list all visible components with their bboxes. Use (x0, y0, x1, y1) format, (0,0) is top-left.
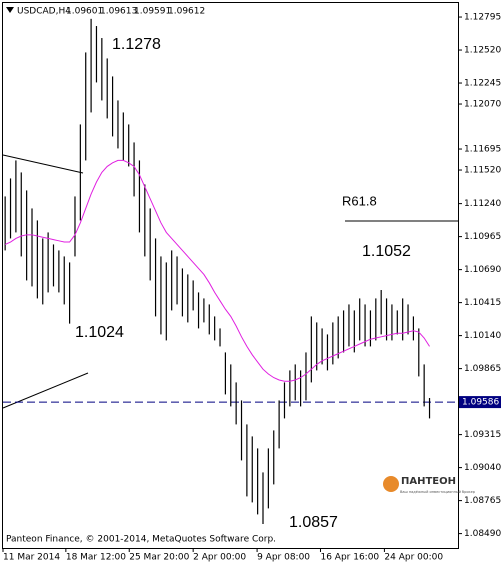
logo-icon (383, 476, 399, 492)
y-tick-label: 1.12520 (464, 46, 501, 56)
trend-line (2, 154, 84, 174)
x-tick-label: 25 Mar 20:00 (129, 553, 189, 563)
y-tick-label: 1.10690 (464, 265, 501, 275)
y-tick-label: 1.10140 (464, 331, 501, 341)
x-tick-label: 24 Apr 00:00 (384, 553, 443, 563)
x-tick-label: 9 Apr 08:00 (257, 553, 310, 563)
y-tick-label: 1.11520 (464, 166, 501, 176)
logo-tagline: Ваш надёжный инвестиционный брокер (400, 490, 476, 494)
x-tick-label: 2 Apr 00:00 (193, 553, 246, 563)
x-tick-label: 18 Mar 12:00 (66, 553, 126, 563)
plot-frame (2, 2, 459, 549)
annotation: 1.0857 (289, 514, 338, 531)
y-tick-label: 1.09040 (464, 463, 501, 473)
y-tick-label: 1.12795 (464, 13, 501, 23)
footer: Panteon Finance, © 2001-2014, MetaQuotes… (6, 535, 276, 545)
header-price: 1.09601 (66, 7, 103, 17)
level-label: R61.8 (342, 193, 377, 208)
y-tick-label: 1.09865 (464, 364, 501, 374)
price-box (459, 396, 501, 409)
x-tick-label: 11 Mar 2014 (3, 553, 60, 563)
y-tick-label: 1.10965 (464, 232, 501, 242)
header-price: 1.09613 (100, 7, 137, 17)
y-tick-label: 1.08490 (464, 529, 501, 539)
y-tick-label: 1.11240 (464, 199, 501, 209)
price-label: 1.09586 (462, 398, 499, 408)
y-tick-label: 1.12070 (464, 100, 501, 110)
annotation: 1.1052 (362, 243, 411, 260)
y-tick-label: 1.10415 (464, 298, 501, 308)
y-tick-label: 1.09315 (464, 430, 501, 440)
moving-average (4, 159, 430, 382)
menu-arrow (6, 7, 14, 13)
annotation: 1.1024 (75, 324, 124, 341)
header-price: 1.09612 (168, 7, 205, 17)
logo-name: ПАНТЕОН (401, 476, 456, 487)
header-price: 1.09591 (134, 7, 171, 17)
x-tick-label: 16 Apr 16:00 (320, 553, 379, 563)
y-tick-label: 1.08765 (464, 496, 501, 506)
symbol: USDCAD,H4 (17, 7, 71, 17)
annotation: 1.1278 (112, 36, 161, 53)
y-tick-label: 1.11695 (464, 145, 501, 155)
y-tick-label: 1.12245 (464, 79, 501, 89)
logo: ПАНТЕОН Ваш надёжный инвестиционный брок… (383, 476, 476, 494)
